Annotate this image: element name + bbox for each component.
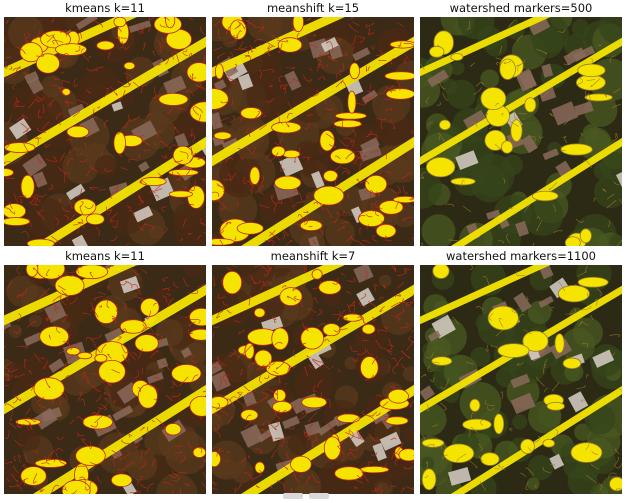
footer-bar bbox=[309, 493, 329, 499]
panel-title: watershed markers=1100 bbox=[420, 248, 622, 264]
segmented-aerial-image bbox=[420, 17, 622, 246]
aerial-scene-graphic bbox=[420, 265, 622, 494]
aerial-scene-graphic bbox=[212, 265, 414, 494]
panel-title: watershed markers=500 bbox=[420, 0, 622, 16]
segmented-aerial-image bbox=[420, 265, 622, 494]
panel-title: meanshift k=15 bbox=[212, 0, 414, 16]
segmented-aerial-image bbox=[4, 265, 206, 494]
segmented-aerial-image bbox=[212, 17, 414, 246]
aerial-scene-graphic bbox=[4, 17, 206, 246]
footer-bar bbox=[283, 493, 303, 499]
panel-title: meanshift k=7 bbox=[212, 248, 414, 264]
segmented-aerial-image bbox=[4, 17, 206, 246]
aerial-scene-graphic bbox=[420, 17, 622, 246]
segmented-aerial-image bbox=[212, 265, 414, 494]
footer-decoration bbox=[283, 484, 343, 494]
aerial-scene-graphic bbox=[212, 17, 414, 246]
panel-title: kmeans k=11 bbox=[4, 0, 206, 16]
aerial-scene-graphic bbox=[4, 265, 206, 494]
panel-title: kmeans k=11 bbox=[4, 248, 206, 264]
